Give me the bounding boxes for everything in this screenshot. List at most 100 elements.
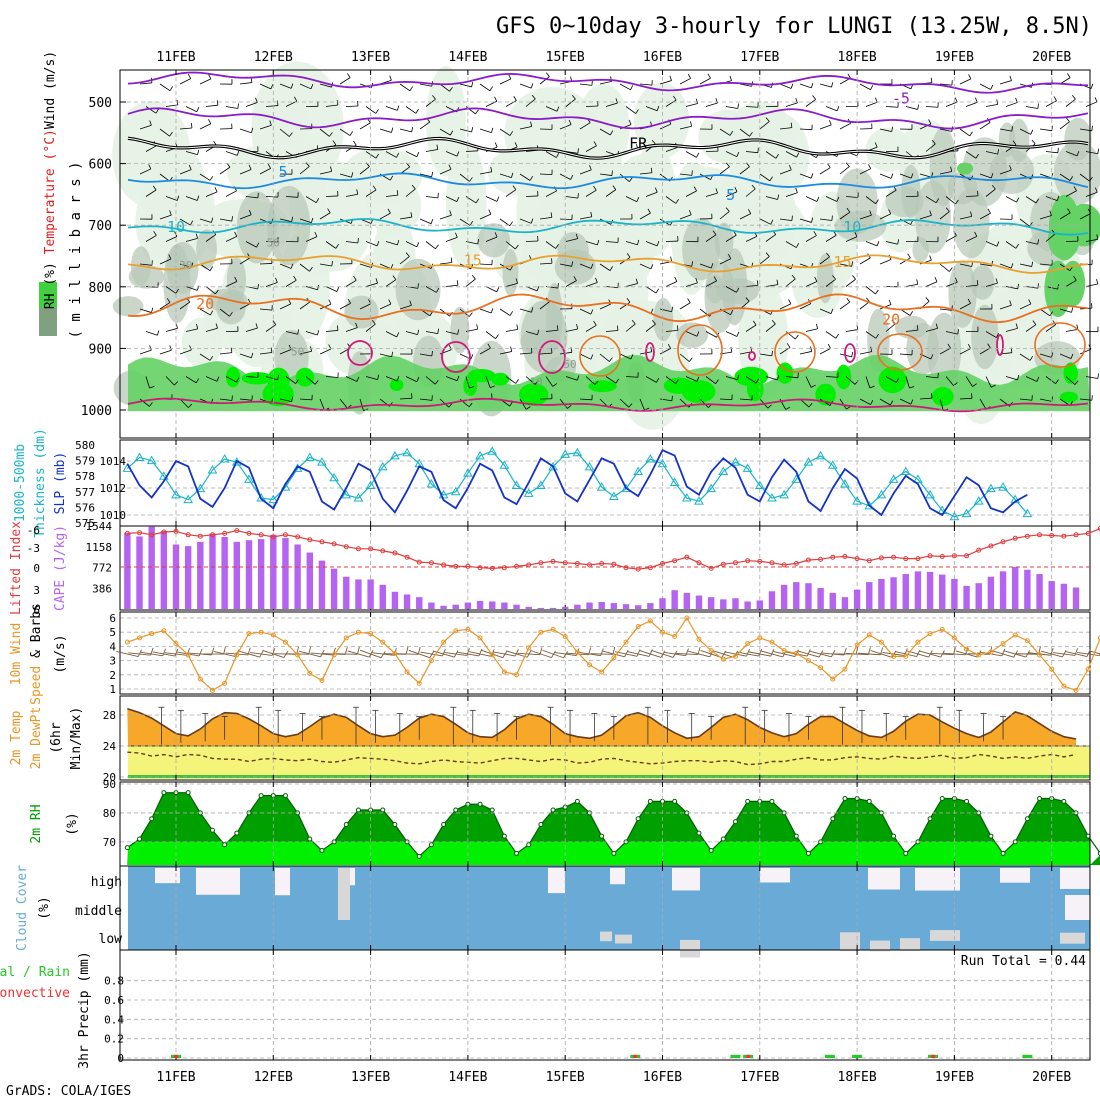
wind-speed-point: [501, 669, 507, 675]
wind-barb: [685, 103, 698, 107]
wind-barb: [525, 240, 539, 242]
contour-label: 20: [882, 310, 900, 328]
wind-barb: [965, 235, 978, 242]
wind-barb: [761, 650, 783, 658]
wind-barb: [419, 218, 432, 225]
wind-barb-flag: [488, 209, 492, 215]
wind-barb-flag: [353, 140, 357, 146]
wind-barb: [319, 128, 330, 137]
wind-barb: [845, 376, 856, 385]
cloud-gray-patch: [930, 930, 960, 941]
wind-speed-point: [319, 677, 325, 683]
wind-barb-flag: [169, 345, 172, 351]
cape-bar: [172, 544, 180, 609]
wind-barb: [259, 352, 272, 355]
wind-barb: [265, 324, 277, 332]
cape-bar: [549, 607, 557, 609]
wind-barb: [619, 353, 632, 360]
rh-blob-gray: [112, 296, 144, 317]
wind-barb: [919, 173, 932, 178]
rh-point: [258, 793, 264, 799]
wind-barb: [165, 286, 177, 294]
wind-barb-flag: [630, 354, 634, 360]
wind-barb: [479, 171, 492, 175]
wind-speed-point: [197, 676, 203, 682]
wind-barb-flag: [888, 299, 892, 305]
wind-barb: [299, 350, 312, 355]
wind-barb-flag: [935, 198, 940, 203]
wind-barb-flag: [176, 99, 179, 105]
wind-barb-flag: [387, 208, 391, 214]
wind-barb: [493, 651, 516, 657]
wind-barb-flag: [257, 283, 260, 290]
lifted-index-point: [757, 558, 763, 564]
wind-barb: [955, 650, 978, 658]
wind-barb-flag: [152, 185, 157, 191]
wind-barb: [925, 106, 939, 108]
wind-speed-point: [574, 649, 580, 655]
wind-barb: [559, 263, 572, 267]
wind-barb-flag: [813, 231, 817, 236]
cloud-gray-patch: [1060, 932, 1085, 944]
wind-speed-point: [234, 652, 240, 658]
day-label-bottom: 12FEB: [254, 1070, 293, 1085]
wind-barb: [225, 281, 238, 287]
wind-barb: [265, 196, 279, 198]
wind-barb: [179, 78, 191, 85]
wind-barb-flag: [689, 357, 693, 362]
wind-speed-point: [137, 635, 143, 641]
wind-barb-flag: [713, 276, 717, 282]
lifted-index-point: [915, 556, 921, 562]
y-tick-label: 1: [109, 683, 116, 696]
wind-barb-flag: [437, 328, 439, 334]
wind-barb: [425, 376, 436, 385]
y-tick-label: 0.8: [104, 975, 124, 988]
wind-barb: [663, 651, 686, 657]
wind-barb: [485, 196, 498, 202]
wind-barb: [779, 83, 792, 89]
wind-barb: [599, 80, 612, 85]
wind-barb-flag: [449, 130, 454, 136]
wind-barb: [145, 145, 157, 152]
wind-barb-flag: [405, 646, 409, 655]
wind-speed-point: [647, 618, 653, 624]
wind-barb-flag: [916, 325, 919, 331]
wind-barb-flag: [442, 648, 446, 657]
lifted-index-point: [660, 561, 665, 566]
wind-barb: [625, 196, 637, 203]
wind-barb-flag: [976, 280, 979, 286]
wind-barb: [1065, 151, 1078, 157]
thickness-tick-label: 579: [75, 455, 95, 468]
cape-bar: [245, 540, 253, 609]
wind-barb-flag: [236, 150, 240, 156]
wind-barb: [299, 398, 312, 401]
day-label-bottom: 16FEB: [643, 1070, 682, 1085]
wind-barb-flag: [166, 298, 171, 303]
wind-barb: [779, 218, 792, 221]
wind-barb-flag: [336, 99, 339, 106]
wind-barb-flag: [509, 311, 513, 316]
day-label-top: 19FEB: [935, 50, 974, 65]
wind-barb: [965, 284, 978, 287]
wind-barb: [319, 212, 331, 220]
wind-barb: [1005, 286, 1018, 290]
wind-barb-flag: [396, 376, 400, 382]
wind-barb: [745, 188, 756, 197]
thickness-point: [475, 450, 485, 460]
wind-barb: [159, 302, 171, 310]
isotherm: [127, 172, 1089, 190]
wind-barb: [705, 331, 717, 338]
wind-barb: [419, 173, 432, 178]
wind-barb-flag: [889, 400, 894, 406]
wind-barb: [385, 194, 398, 197]
wind-barb: [1019, 263, 1032, 267]
wind-barb-flag: [952, 647, 956, 655]
wind-barb: [685, 190, 697, 197]
wind-barb-flag: [188, 74, 192, 79]
wind-barb-flag: [810, 82, 814, 89]
wind-barb-flag: [1066, 117, 1070, 122]
wind-barb-flag: [975, 153, 979, 159]
wind-barb: [139, 124, 152, 130]
wind-barb: [725, 331, 738, 337]
wind-barb: [945, 235, 957, 242]
